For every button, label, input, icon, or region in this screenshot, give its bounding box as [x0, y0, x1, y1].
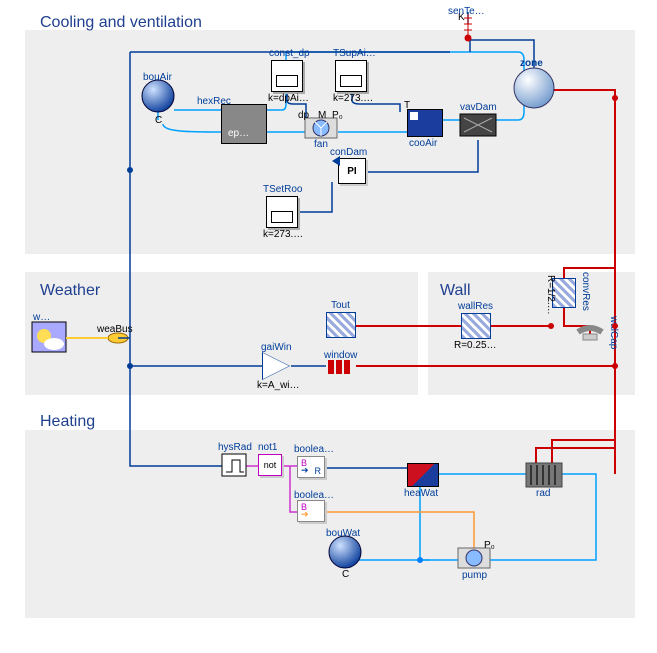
- not1-text: not: [264, 460, 277, 470]
- lbl-vavdam: vavDam: [460, 102, 497, 113]
- lbl-w: w…: [33, 312, 50, 323]
- section-cooling: [25, 30, 635, 254]
- lbl-tsupai: TSupAi…: [333, 48, 376, 59]
- lbl-m: M: [318, 110, 326, 121]
- title-cooling: Cooling and ventilation: [40, 14, 202, 32]
- lbl-C2: C: [342, 569, 349, 580]
- lbl-tout: Tout: [331, 300, 350, 311]
- node-6: [417, 557, 423, 563]
- node-4: [612, 363, 618, 369]
- not1-block[interactable]: not: [258, 454, 282, 476]
- lbl-tsetroo-sub: k=273.…: [263, 229, 303, 240]
- lbl-C1: C: [155, 115, 162, 126]
- boolea1-arrow: R: [315, 466, 322, 476]
- lbl-not1: not1: [258, 442, 277, 453]
- lbl-constdp: const_dp: [269, 48, 310, 59]
- lbl-tsupai-sub: k=273.…: [333, 93, 373, 104]
- condam-block[interactable]: PI: [338, 158, 366, 184]
- tsetroo-block[interactable]: [266, 196, 298, 228]
- lbl-gaiwin-sub: k=A_wi…: [257, 380, 300, 391]
- ep-block[interactable]: ep…: [221, 104, 267, 144]
- lbl-pump-p: P₀: [484, 540, 495, 551]
- lbl-T: T: [404, 100, 410, 111]
- const-dp-block[interactable]: [271, 60, 303, 92]
- lbl-window: window: [324, 350, 357, 361]
- lbl-p: P₀: [332, 110, 343, 121]
- node-5: [612, 95, 618, 101]
- boolea2-block[interactable]: B ➔: [297, 500, 325, 522]
- lbl-gaiwin: gaiWin: [261, 342, 292, 353]
- lbl-walcap: walCap: [608, 316, 619, 349]
- lbl-wallres: wallRes: [458, 301, 493, 312]
- lbl-rad: rad: [536, 488, 550, 499]
- lbl-convres-sub: R=1/2.…: [545, 275, 556, 315]
- lbl-bouair: bouAir: [143, 72, 172, 83]
- lbl-convres: convRes: [580, 272, 591, 311]
- lbl-hysrad: hysRad: [218, 442, 252, 453]
- cooair-block[interactable]: [407, 109, 443, 137]
- lbl-tsetroo: TSetRoo: [263, 184, 302, 195]
- lbl-heawat: heaWat: [404, 488, 438, 499]
- lbl-sente: senTe…: [448, 6, 485, 17]
- heawat-block[interactable]: [407, 463, 439, 487]
- lbl-pump: pump: [462, 570, 487, 581]
- title-wall: Wall: [440, 282, 471, 300]
- lbl-condam: conDam: [330, 147, 367, 158]
- lbl-boolea2: boolea…: [294, 490, 334, 501]
- ep-label: ep…: [228, 128, 249, 139]
- lbl-constdp-sub: k=dpAi…: [268, 93, 309, 104]
- lbl-bouwat: bouWat: [326, 528, 360, 539]
- lbl-weabus: weaBus: [97, 324, 133, 335]
- lbl-boolea1: boolea…: [294, 444, 334, 455]
- lbl-fan: fan: [314, 139, 328, 150]
- title-heating: Heating: [40, 413, 95, 431]
- wallres-block[interactable]: [461, 313, 491, 339]
- lbl-cooair: cooAir: [409, 138, 437, 149]
- node-3: [612, 323, 618, 329]
- tsupai-block[interactable]: [335, 60, 367, 92]
- lbl-wallres-sub: R=0.25…: [454, 340, 497, 351]
- lbl-zone: zone: [520, 58, 543, 69]
- lbl-hexrec: hexRec: [197, 96, 231, 107]
- node-2: [127, 167, 133, 173]
- title-weather: Weather: [40, 282, 100, 300]
- tout-block[interactable]: [326, 312, 356, 338]
- section-heating: [25, 430, 635, 618]
- lbl-dp: dp: [298, 110, 309, 121]
- boolea1-block[interactable]: B ➔ R: [297, 456, 325, 478]
- node-1: [127, 363, 133, 369]
- node-7: [548, 323, 554, 329]
